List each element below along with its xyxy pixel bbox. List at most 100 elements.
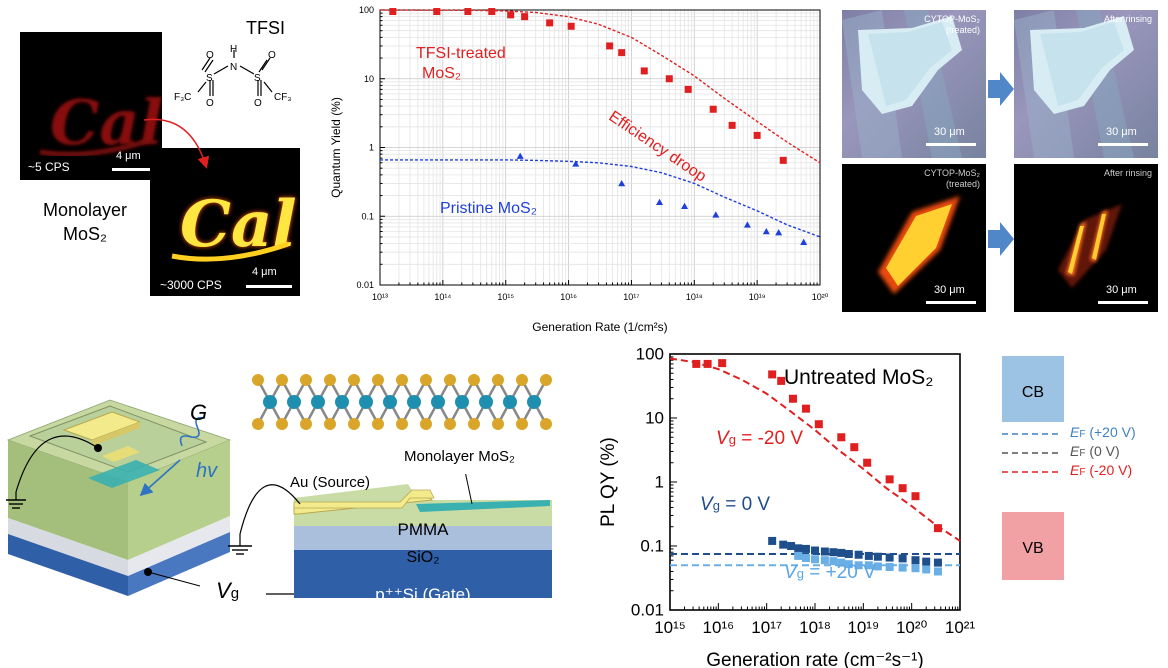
label-vg-0-symbol: V	[700, 494, 713, 515]
molybdenum-atom	[311, 395, 325, 409]
data-point-triangle	[572, 160, 580, 167]
tfsi-molecule: H N S S O O O O F₃C CF₃	[174, 44, 291, 109]
y-tick-label: 0.01	[631, 601, 664, 620]
fit-line	[379, 9, 821, 164]
ef-neg20-value: (-20 V)	[1089, 462, 1133, 478]
data-point-square	[844, 549, 853, 558]
label-cytop-pl-line2: (treated)	[945, 179, 980, 189]
data-point-square	[864, 561, 873, 570]
data-point-square	[794, 544, 803, 553]
data-point-square	[801, 544, 810, 553]
annotation-pristine: Pristine MoS₂	[440, 200, 537, 217]
vb-box: VB	[1002, 512, 1064, 580]
annotation-tfsi: TFSI-treated MoS₂	[416, 44, 506, 84]
pl-map-rinsed: After rinsing 30 μm	[1014, 164, 1158, 312]
sulfur-atom	[348, 418, 360, 430]
sulfur-atom	[372, 374, 384, 386]
sulfur-atom	[372, 418, 384, 430]
data-point-square	[546, 19, 554, 27]
data-point-square	[768, 536, 777, 545]
scale-bar-untreated	[112, 168, 154, 171]
fermi-levels	[1002, 433, 1062, 473]
optical-treated: CYTOP-MoS₂ (treated) 30 μm	[842, 10, 986, 158]
data-point-triangle	[656, 198, 664, 206]
y-tick-label: 100	[636, 345, 664, 364]
scale-bar-optical-rinsed	[1098, 143, 1148, 146]
data-point-square	[779, 156, 787, 164]
molybdenum-atom	[335, 395, 349, 409]
data-point-square	[801, 553, 810, 562]
mos2-lattice	[252, 374, 552, 430]
x-axis-label: Generation Rate (1/cm²s)	[532, 320, 667, 334]
x-tick-label: 10¹⁹	[749, 292, 766, 302]
data-point-square	[779, 540, 788, 549]
ef-0-value: (0 V)	[1089, 443, 1120, 459]
label-vg-pos20-symbol: V	[784, 562, 797, 583]
label-vg-neg20-symbol: V	[716, 428, 729, 449]
arrow-icon	[143, 118, 210, 169]
molybdenum-atom	[455, 395, 469, 409]
molybdenum-atom	[479, 395, 493, 409]
sulfur-atom	[540, 418, 552, 430]
data-point-square	[728, 121, 736, 129]
arrow-right-icon-2	[988, 222, 1014, 256]
sulfur-atom	[492, 374, 504, 386]
scale-bar-pl-rinsed	[1098, 301, 1148, 304]
scale-bar-pl-treated	[926, 301, 976, 304]
sulfur-atom	[252, 418, 264, 430]
label-vg-pos20-value: = +20 V	[809, 562, 876, 583]
sulfur-atom	[396, 374, 408, 386]
sulfur-atom	[300, 418, 312, 430]
label-cytop-optical: CYTOP-MoS₂ (treated)	[924, 14, 980, 36]
atom-o-bottom-right: O	[254, 98, 262, 109]
data-point-square	[933, 524, 942, 533]
scale-optical-treated: 30 μm	[934, 126, 965, 138]
data-point-square	[567, 22, 575, 30]
vg-subscript: g	[230, 585, 240, 602]
data-point-square	[863, 458, 872, 467]
tfsi-label: TFSI	[246, 18, 285, 38]
atom-cf3-left: F₃C	[174, 92, 191, 103]
data-point-square	[811, 546, 819, 555]
atom-o: O	[206, 50, 214, 61]
data-point-square	[864, 551, 873, 560]
label-cytop-pl-line1: CYTOP-MoS₂	[924, 168, 980, 178]
ef-pos20: EF (+20 V)	[1070, 424, 1136, 440]
optical-rinsed: After rinsing 30 μm	[1014, 10, 1158, 158]
data-point-square	[873, 562, 882, 571]
x-tick-label: 10²⁰	[812, 292, 829, 302]
data-point-square	[898, 484, 907, 493]
sulfur-atom	[420, 374, 432, 386]
label-rinsing-optical: After rinsing	[1103, 14, 1152, 24]
data-point-square	[709, 105, 717, 113]
label-vg-neg20-value: = -20 V	[741, 428, 803, 449]
data-point-square	[911, 564, 920, 573]
scale-untreated: 4 μm	[116, 150, 141, 162]
cps-untreated: ~5 CPS	[28, 160, 70, 174]
sulfur-atom	[276, 418, 288, 430]
label-vg-pos20: Vg = +20 V	[784, 562, 876, 584]
data-point-square	[854, 550, 863, 559]
data-point-triangle	[618, 179, 626, 187]
data-point-square	[811, 555, 819, 564]
data-point-square	[464, 8, 472, 16]
x-tick-label: 10¹⁸	[686, 292, 703, 302]
sulfur-atom	[276, 374, 288, 386]
sulfur-atom	[516, 374, 528, 386]
ef-neg20-symbol: E	[1070, 462, 1080, 478]
atom-s-left: S	[206, 73, 213, 84]
ef-0: EF (0 V)	[1070, 443, 1120, 459]
data-point-square	[801, 404, 810, 413]
data-point-square	[777, 376, 786, 385]
data-point-square	[665, 75, 673, 83]
label-cytop-pl: CYTOP-MoS₂ (treated)	[924, 168, 980, 190]
data-point-square	[787, 542, 796, 550]
data-point-triangle	[712, 211, 720, 218]
ef-pos20-sub: F	[1079, 429, 1086, 440]
data-point-square	[768, 370, 777, 379]
sulfur-atom	[444, 374, 456, 386]
data-point-square	[911, 556, 920, 565]
data-point-triangle	[800, 238, 808, 245]
y-tick-label: 100	[359, 5, 374, 15]
data-point-square	[703, 359, 712, 368]
